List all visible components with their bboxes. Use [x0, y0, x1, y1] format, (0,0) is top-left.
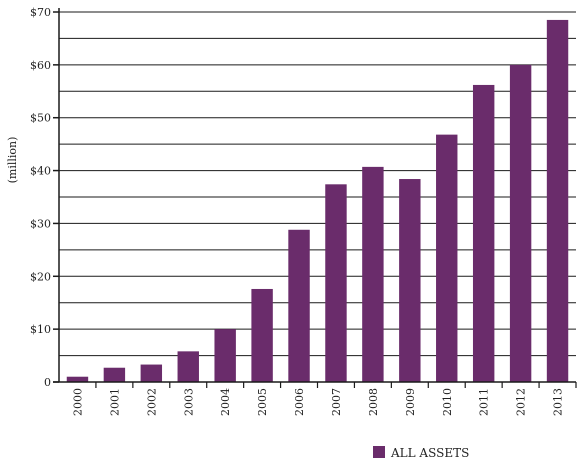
y-tick-label: $10	[30, 323, 51, 336]
y-tick-label: $40	[30, 165, 51, 178]
bar-2011	[472, 84, 495, 382]
bar-2004	[214, 329, 236, 382]
bar-2000	[66, 376, 89, 382]
x-tick-label: 2006	[293, 388, 306, 416]
bars	[66, 19, 569, 383]
bar-2003	[177, 351, 199, 382]
y-tick-labels: 0 $10 $20 $30 $40 $50 $60 $70	[30, 6, 51, 389]
x-tick-label: 2007	[330, 388, 343, 416]
x-tick-label: 2002	[145, 388, 158, 416]
bar-2001	[103, 367, 126, 382]
bar-2010	[436, 134, 458, 382]
axes	[53, 8, 577, 388]
x-tick-label: 2005	[256, 388, 269, 416]
y-tick-label: $50	[30, 112, 51, 125]
x-tick-label: 2011	[478, 388, 491, 416]
gridlines	[59, 11, 576, 357]
legend-swatch	[373, 446, 385, 458]
y-axis-label: (million)	[6, 137, 19, 184]
y-tick-label: $20	[30, 270, 51, 283]
y-tick-label: $30	[30, 217, 51, 230]
y-tick-label: 0	[44, 376, 51, 389]
legend: ALL ASSETS	[373, 446, 469, 460]
bar-2013	[546, 19, 569, 383]
bar-2007	[325, 184, 347, 382]
x-tick-label: 2004	[219, 388, 232, 416]
x-tick-label: 2010	[441, 388, 454, 416]
x-tick-label: 2000	[71, 388, 84, 416]
x-tick-label: 2009	[404, 388, 417, 416]
x-tick-label: 2003	[182, 388, 195, 416]
bar-2002	[140, 364, 163, 382]
x-tick-label: 2013	[552, 388, 565, 416]
legend-label: ALL ASSETS	[390, 446, 469, 460]
bar-2008	[362, 166, 384, 382]
y-tick-label: $70	[30, 6, 51, 19]
bar-2009	[399, 179, 421, 382]
bar-2005	[251, 288, 273, 382]
x-tick-labels: 2000 2001 2002 2003 2004 2005 2006 2007 2008 2009…	[71, 388, 564, 416]
x-tick-label: 2001	[108, 388, 121, 416]
x-tick-label: 2008	[367, 388, 380, 416]
bar-2006	[288, 229, 310, 382]
y-tick-label: $60	[30, 59, 51, 72]
bar-2012	[509, 64, 532, 382]
x-tick-label: 2012	[515, 388, 528, 416]
